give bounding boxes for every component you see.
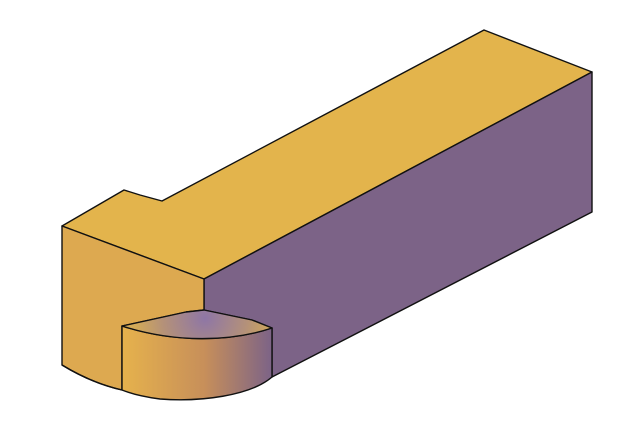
bottom-edge bbox=[61, 364, 123, 391]
boss-top-face bbox=[121, 309, 273, 340]
boss-tangent-line bbox=[185, 309, 205, 313]
